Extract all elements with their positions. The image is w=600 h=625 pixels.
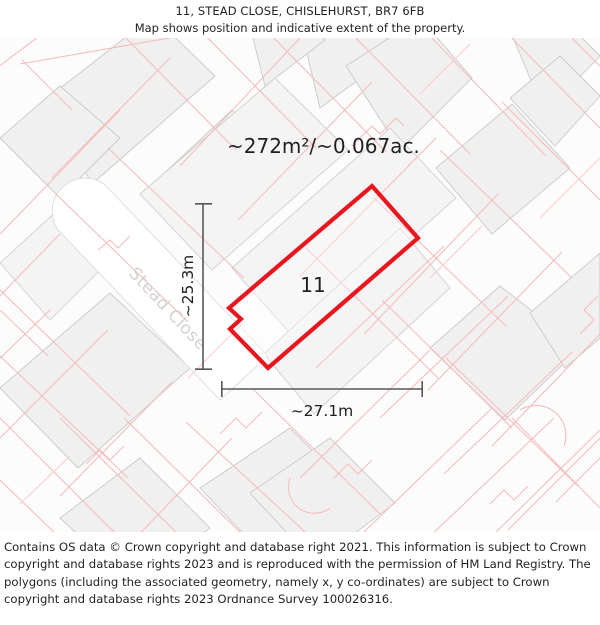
building-footprints bbox=[0, 38, 600, 532]
height-dimension bbox=[195, 203, 212, 371]
width-dimension bbox=[221, 381, 424, 397]
width-label: ~27.1m bbox=[291, 402, 354, 420]
map-canvas[interactable]: .pl { fill: none; stroke: #f6bdbd; strok… bbox=[0, 38, 600, 532]
parcel-boundaries bbox=[0, 38, 600, 532]
copyright-notice: Contains OS data © Crown copyright and d… bbox=[4, 540, 591, 607]
road-stead-close bbox=[51, 177, 269, 401]
page-subtitle: Map shows position and indicative extent… bbox=[134, 21, 466, 35]
page-header: 11, STEAD CLOSE, CHISLEHURST, BR7 6FB Ma… bbox=[0, 0, 600, 38]
page-title: 11, STEAD CLOSE, CHISLEHURST, BR7 6FB bbox=[175, 4, 425, 18]
property-boundary-polygon bbox=[225, 183, 421, 371]
height-label: ~25.3m bbox=[179, 255, 197, 318]
plot-number-label: 11 bbox=[300, 273, 325, 297]
page-footer: Contains OS data © Crown copyright and d… bbox=[0, 534, 600, 625]
area-label: ~272m²/~0.067ac. bbox=[227, 134, 420, 158]
